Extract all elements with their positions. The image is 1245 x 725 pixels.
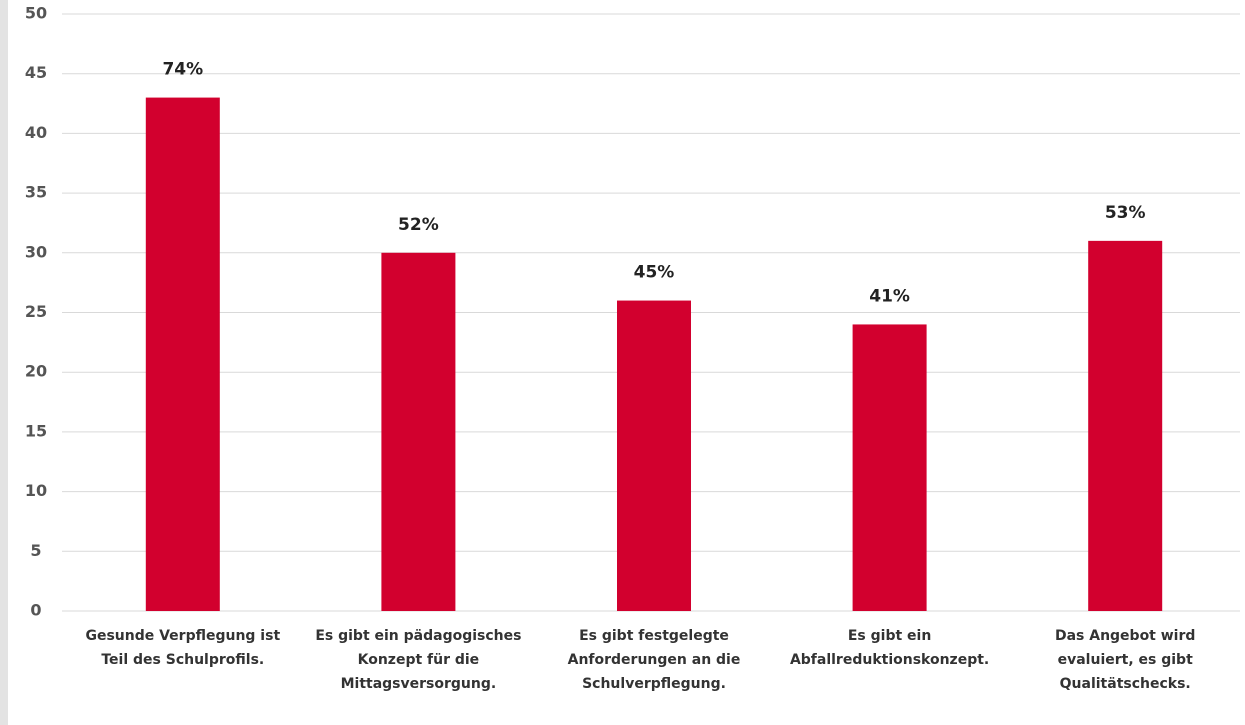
x-tick-label: Es gibt ein pädagogisches xyxy=(315,628,521,644)
side-strip xyxy=(0,0,8,725)
x-tick-label: Es gibt festgelegte xyxy=(579,628,729,644)
x-tick-label: Es gibt ein xyxy=(848,628,931,644)
x-tick-label: Das Angebot wird xyxy=(1055,628,1195,644)
data-label: 74% xyxy=(162,60,203,80)
y-tick-label: 0 xyxy=(30,601,41,620)
data-label: 52% xyxy=(398,215,439,235)
bar xyxy=(617,300,691,611)
x-tick-label: Konzept für die xyxy=(358,652,480,668)
x-tick-label: evaluiert, es gibt xyxy=(1058,652,1193,668)
y-tick-label: 35 xyxy=(25,183,47,202)
y-tick-label: 30 xyxy=(25,242,47,261)
y-tick-label: 25 xyxy=(25,302,47,321)
bar xyxy=(145,97,220,611)
bar xyxy=(1088,240,1163,612)
x-tick-label: Qualitätschecks. xyxy=(1060,676,1191,692)
y-tick-label: 5 xyxy=(30,541,41,560)
y-tick-label: 15 xyxy=(25,421,47,440)
y-tick-label: 45 xyxy=(25,63,47,82)
bar xyxy=(381,252,456,612)
y-tick-label: 10 xyxy=(25,481,47,500)
y-tick-label: 50 xyxy=(25,4,47,23)
data-label: 45% xyxy=(634,263,675,283)
x-tick-label: Teil des Schulprofils. xyxy=(101,652,264,668)
data-label: 53% xyxy=(1105,203,1146,223)
y-tick-label: 20 xyxy=(25,362,47,381)
x-tick-label: Mittagsversorgung. xyxy=(341,676,497,692)
data-label: 41% xyxy=(869,286,910,306)
x-tick-label: Schulverpflegung. xyxy=(582,676,726,692)
y-tick-label: 40 xyxy=(25,123,47,142)
x-tick-label: Anforderungen an die xyxy=(568,652,741,668)
x-tick-label: Abfallreduktionskonzept. xyxy=(790,652,989,668)
x-tick-label: Gesunde Verpflegung ist xyxy=(85,628,280,644)
bar xyxy=(852,324,927,611)
